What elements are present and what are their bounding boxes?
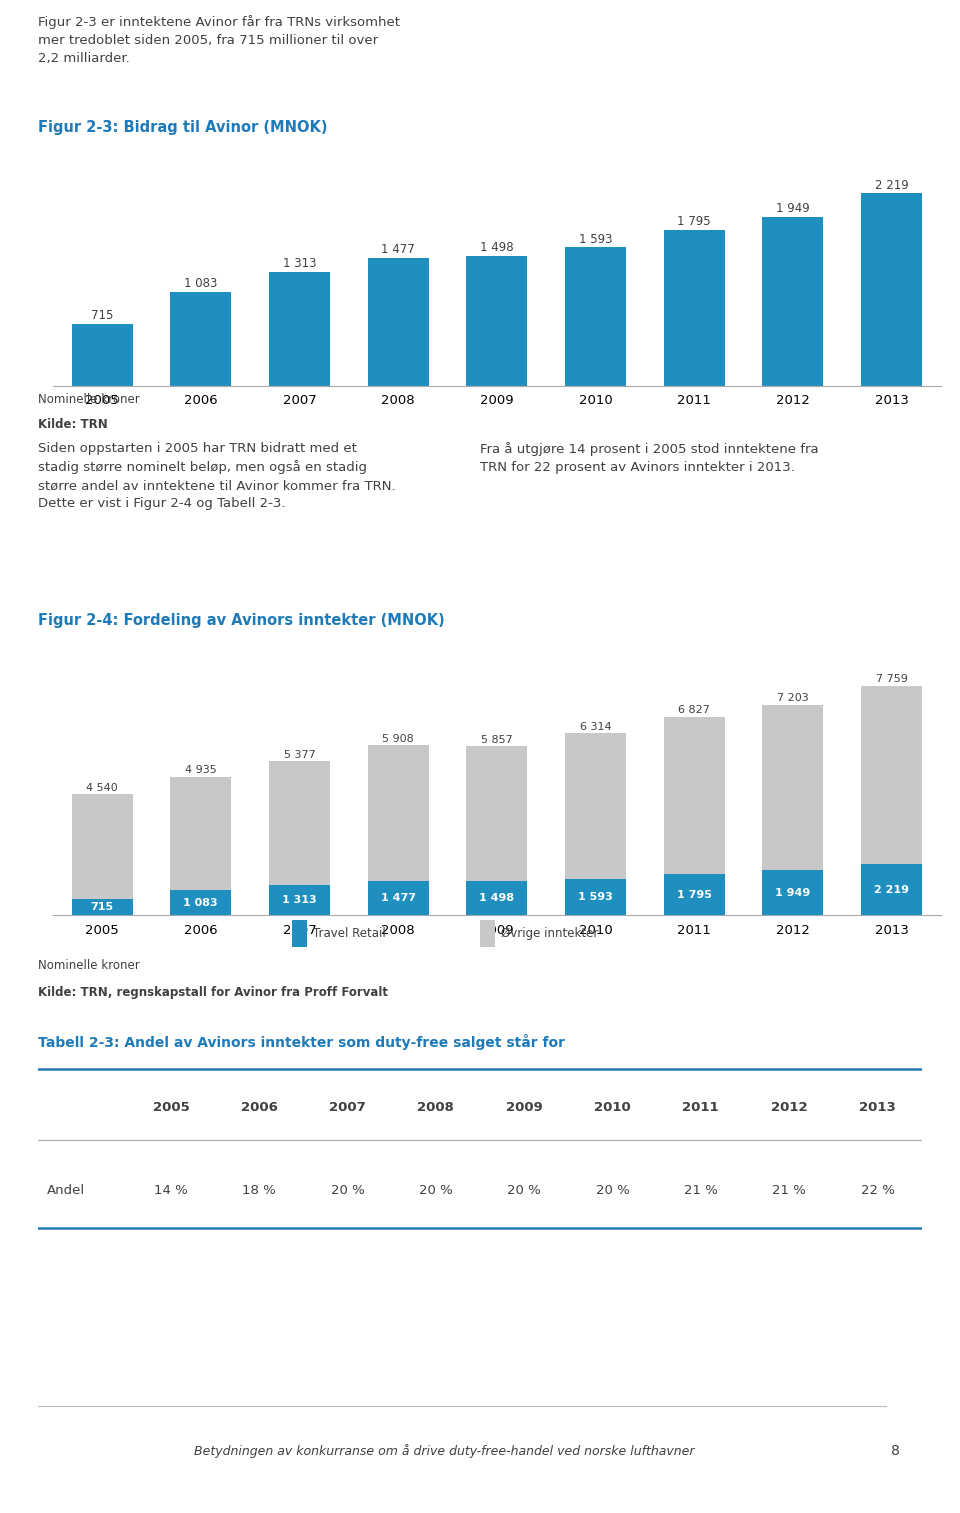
Text: 7 203: 7 203 [777, 693, 808, 704]
Text: 4 935: 4 935 [185, 766, 217, 776]
Text: 2005: 2005 [153, 1101, 189, 1114]
Text: 1 498: 1 498 [479, 893, 515, 903]
Bar [467, 881, 527, 915]
Text: 1 313: 1 313 [282, 257, 316, 271]
Bar [72, 899, 132, 915]
Text: 5 908: 5 908 [382, 734, 414, 744]
Text: Figur 2-4: Fordeling av Avinors inntekter (MNOK): Figur 2-4: Fordeling av Avinors inntekte… [38, 613, 445, 628]
Text: 1 477: 1 477 [380, 893, 416, 903]
Text: 4 540: 4 540 [86, 784, 118, 793]
Text: Øvrige inntekter: Øvrige inntekter [501, 927, 598, 940]
Text: 1 795: 1 795 [677, 890, 711, 900]
Text: Andel: Andel [47, 1185, 85, 1197]
Text: 1 795: 1 795 [678, 215, 711, 228]
Text: 1 083: 1 083 [183, 897, 218, 908]
Bar [170, 292, 231, 386]
Bar [467, 256, 527, 386]
Text: Tabell 2-3: Andel av Avinors inntekter som duty-free salget står for: Tabell 2-3: Andel av Avinors inntekter s… [38, 1035, 565, 1050]
Text: Nominelle kroner: Nominelle kroner [38, 959, 140, 971]
Bar [269, 885, 330, 915]
Text: 1 083: 1 083 [184, 277, 218, 290]
Text: 21 %: 21 % [772, 1185, 806, 1197]
Text: 2011: 2011 [683, 1101, 719, 1114]
Bar [861, 685, 922, 864]
Text: 1 477: 1 477 [381, 244, 415, 256]
Text: 2012: 2012 [771, 1101, 807, 1114]
Text: Travel Retail: Travel Retail [313, 927, 385, 940]
Text: 2008: 2008 [418, 1101, 454, 1114]
Bar [762, 705, 824, 870]
Bar [269, 761, 330, 885]
Bar [72, 324, 132, 386]
Text: 20 %: 20 % [419, 1185, 453, 1197]
Text: 18 %: 18 % [242, 1185, 276, 1197]
Bar [269, 272, 330, 386]
Bar [762, 870, 824, 915]
Text: 1 498: 1 498 [480, 241, 514, 254]
Text: 14 %: 14 % [154, 1185, 188, 1197]
Bar [861, 194, 922, 386]
Text: 2007: 2007 [329, 1101, 366, 1114]
Text: 21 %: 21 % [684, 1185, 718, 1197]
Bar [480, 920, 495, 947]
Bar [467, 746, 527, 881]
Text: 1 949: 1 949 [775, 888, 810, 897]
Bar [292, 920, 307, 947]
Text: 2 219: 2 219 [875, 179, 908, 192]
Text: 1 593: 1 593 [578, 893, 612, 902]
Bar [663, 230, 725, 386]
Text: 1 949: 1 949 [776, 201, 809, 215]
Text: 715: 715 [91, 309, 113, 322]
Text: 2 219: 2 219 [874, 885, 909, 894]
Bar [170, 776, 231, 891]
Text: 20 %: 20 % [507, 1185, 541, 1197]
Bar [564, 879, 626, 915]
Text: 20 %: 20 % [330, 1185, 365, 1197]
Text: 2010: 2010 [594, 1101, 631, 1114]
Bar [368, 882, 429, 915]
Text: 5 377: 5 377 [283, 750, 315, 760]
Bar [72, 794, 132, 899]
Text: 2006: 2006 [241, 1101, 277, 1114]
Bar [368, 746, 429, 882]
Bar [861, 864, 922, 915]
Text: 1 593: 1 593 [579, 233, 612, 247]
Bar [564, 248, 626, 386]
Text: 715: 715 [90, 902, 113, 912]
Text: 6 827: 6 827 [678, 705, 710, 716]
Text: Fra å utgjøre 14 prosent i 2005 stod inntektene fra
TRN for 22 prosent av Avinor: Fra å utgjøre 14 prosent i 2005 stod inn… [480, 442, 819, 474]
Text: 2009: 2009 [506, 1101, 542, 1114]
Text: 20 %: 20 % [595, 1185, 630, 1197]
Text: 2013: 2013 [859, 1101, 896, 1114]
Text: Siden oppstarten i 2005 har TRN bidratt med et
stadig større nominelt beløp, men: Siden oppstarten i 2005 har TRN bidratt … [38, 442, 396, 510]
Bar [762, 216, 824, 386]
Bar [663, 875, 725, 915]
Bar [368, 257, 429, 386]
Text: Betydningen av konkurranse om å drive duty-free-handel ved norske lufthavner: Betydningen av konkurranse om å drive du… [195, 1445, 695, 1459]
Bar [663, 717, 725, 875]
Text: 1 313: 1 313 [282, 896, 317, 905]
Text: Nominelle kroner: Nominelle kroner [38, 393, 140, 407]
Text: 22 %: 22 % [860, 1185, 895, 1197]
Text: Figur 2-3: Bidrag til Avinor (MNOK): Figur 2-3: Bidrag til Avinor (MNOK) [38, 120, 328, 135]
Text: Kilde: TRN, regnskapstall for Avinor fra Proff Forvalt: Kilde: TRN, regnskapstall for Avinor fra… [38, 986, 389, 999]
Text: 6 314: 6 314 [580, 722, 612, 732]
Text: 8: 8 [891, 1445, 900, 1459]
Text: Kilde: TRN: Kilde: TRN [38, 419, 108, 431]
Text: Figur 2-3 er inntektene Avinor får fra TRNs virksomhet
mer tredoblet siden 2005,: Figur 2-3 er inntektene Avinor får fra T… [38, 15, 400, 65]
Text: 7 759: 7 759 [876, 675, 907, 684]
Text: 5 857: 5 857 [481, 735, 513, 744]
Bar [170, 891, 231, 915]
Bar [564, 734, 626, 879]
